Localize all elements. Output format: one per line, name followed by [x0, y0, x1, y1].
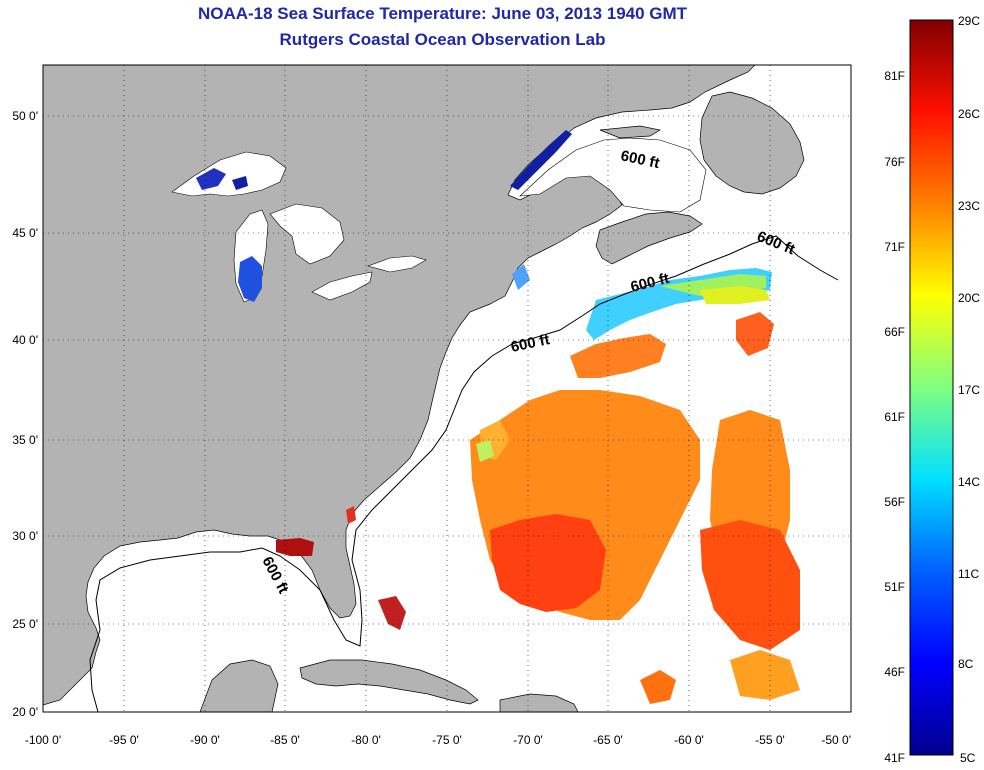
land-cuba [299, 659, 479, 705]
x-tick-label: -55 0' [755, 733, 785, 747]
colorbar-celsius-label: 17C [958, 383, 980, 397]
map-frame [42, 64, 852, 713]
y-tick-label: 25 0' [12, 617, 38, 631]
colorbar-fahrenheit-label: 61F [884, 410, 905, 424]
y-tick-label: 50 0' [12, 109, 38, 123]
colorbar-celsius-label: 11C [958, 567, 979, 581]
y-tick-label: 40 0' [12, 333, 38, 347]
y-axis: 20 0' 25 0' 30 0' 35 0' 40 0' 45 0' 50 0… [12, 109, 38, 719]
colorbar-fahrenheit-label: 46F [884, 665, 905, 679]
colorbar-celsius-label: 14C [958, 475, 980, 489]
lake-huron [269, 203, 345, 265]
colorbar-fahrenheit-label: 76F [884, 155, 905, 169]
x-tick-label: -70 0' [513, 733, 543, 747]
x-tick-label: -85 0' [270, 733, 300, 747]
colorbar-fahrenheit-label: 51F [884, 580, 905, 594]
x-tick-label: -75 0' [432, 733, 462, 747]
lake-ontario [367, 255, 427, 273]
land-yucatan [199, 659, 279, 712]
colorbar-celsius-label: 29C [958, 14, 980, 28]
land-north-america [43, 65, 756, 706]
land-anticosti [599, 125, 661, 139]
x-tick-label: -90 0' [190, 733, 220, 747]
land-newfoundland [699, 91, 805, 195]
colorbar: 29C 26C 23C 20C 17C 14C 11C 8C 5C 81F 76… [884, 14, 980, 765]
x-tick-label: -65 0' [593, 733, 623, 747]
colorbar-celsius-label: 23C [958, 199, 980, 213]
colorbar-fahrenheit-label: 66F [884, 325, 905, 339]
land-nova-scotia [595, 211, 703, 265]
colorbar-celsius-label: 20C [958, 291, 980, 305]
colorbar-celsius-label: 8C [958, 657, 974, 671]
y-tick-label: 20 0' [12, 705, 38, 719]
lake-erie [311, 271, 373, 301]
isobath-600ft-line [89, 235, 839, 712]
gulf-st-lawrence [519, 137, 707, 213]
y-tick-label: 35 0' [12, 433, 38, 447]
sst-data [196, 130, 800, 704]
land-hispaniola [499, 693, 579, 712]
map-subtitle: Rutgers Coastal Ocean Observation Lab [279, 30, 606, 49]
x-tick-label: -80 0' [351, 733, 381, 747]
colorbar-fahrenheit-label: 56F [884, 495, 905, 509]
x-tick-label: -50 0' [821, 733, 851, 747]
x-tick-label: -60 0' [674, 733, 704, 747]
colorbar-celsius-label: 26C [958, 107, 980, 121]
x-tick-label: -100 0' [25, 733, 61, 747]
colorbar-fahrenheit-label: 81F [884, 69, 905, 83]
x-axis: -100 0' -95 0' -90 0' -85 0' -80 0' -75 … [25, 733, 851, 747]
colorbar-celsius-label: 5C [960, 751, 976, 765]
y-tick-label: 30 0' [12, 529, 38, 543]
colorbar-fahrenheit-label: 71F [884, 240, 905, 254]
x-tick-label: -95 0' [109, 733, 139, 747]
y-tick-label: 45 0' [12, 226, 38, 240]
map-title: NOAA-18 Sea Surface Temperature: June 03… [197, 4, 688, 23]
colorbar-gradient [909, 19, 954, 756]
colorbar-fahrenheit-label: 41F [884, 751, 905, 765]
